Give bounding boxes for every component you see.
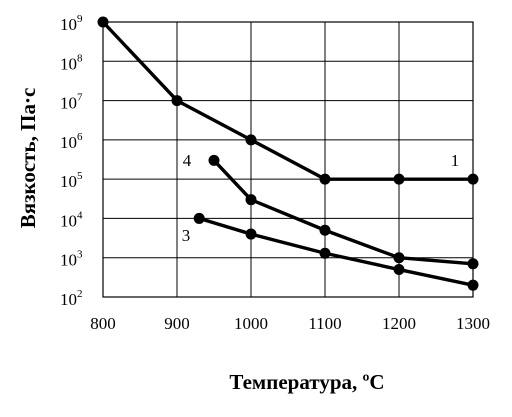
y-tick-exponent: 8 (77, 52, 83, 64)
data-point-series-3 (245, 228, 257, 240)
series-label-4: 4 (183, 151, 192, 170)
series-line-1 (101, 20, 473, 181)
x-tick-label: 1100 (308, 314, 341, 333)
data-point-series-1 (467, 173, 479, 185)
y-tick-label: 104 (60, 209, 83, 230)
y-axis-title: Вязкость, Па·с (16, 88, 40, 229)
data-point-series-4 (393, 252, 405, 264)
y-tick-base: 10 (60, 251, 77, 270)
x-axis-title: Температура, ºС (229, 370, 384, 394)
y-tick-exponent: 9 (77, 13, 83, 25)
series-line-4 (212, 159, 474, 266)
y-tick-exponent: 5 (77, 170, 83, 182)
y-tick-exponent: 6 (77, 131, 83, 143)
y-tick-exponent: 2 (77, 288, 83, 300)
x-tick-label: 900 (164, 314, 190, 333)
y-tick-label: 105 (60, 170, 83, 191)
plot-border (102, 21, 474, 298)
y-tick-label: 103 (60, 249, 83, 270)
data-point-series-4 (245, 194, 257, 206)
y-tick-label: 109 (60, 13, 83, 34)
y-tick-label: 106 (60, 131, 83, 152)
data-point-series-3 (467, 279, 479, 291)
series-label-3: 3 (182, 226, 191, 245)
x-tick-label: 1000 (234, 314, 268, 333)
data-point-series-4 (319, 224, 331, 236)
data-point-series-3 (393, 264, 405, 276)
y-tick-base: 10 (60, 133, 77, 152)
data-point-series-1 (319, 173, 331, 185)
y-tick-base: 10 (60, 54, 77, 73)
plot-frame (102, 21, 474, 298)
y-tick-label: 102 (60, 288, 83, 309)
data-point-series-4 (467, 258, 479, 270)
y-tick-exponent: 3 (77, 249, 83, 261)
y-tick-base: 10 (60, 172, 77, 191)
series-group (97, 16, 479, 291)
data-point-series-3 (193, 212, 205, 224)
y-tick-label: 108 (60, 52, 83, 73)
y-tick-base: 10 (60, 94, 77, 113)
series-line-3 (198, 216, 474, 287)
x-tick-label: 800 (90, 314, 116, 333)
y-tick-exponent: 7 (77, 92, 83, 104)
data-point-series-1 (393, 173, 405, 185)
y-tick-base: 10 (60, 290, 77, 309)
series-label-1: 1 (451, 151, 460, 170)
y-tick-label: 107 (60, 92, 83, 113)
series-labels: 1 4 3 (182, 151, 460, 245)
x-tick-labels: 800 900 1000 1100 1200 1300 (90, 314, 490, 333)
data-point-series-1 (171, 95, 183, 107)
y-tick-base: 10 (60, 15, 77, 34)
y-tick-base: 10 (60, 211, 77, 230)
data-point-series-3 (319, 247, 331, 259)
y-tick-exponent: 4 (77, 209, 83, 221)
x-tick-label: 1200 (382, 314, 416, 333)
x-tick-label: 1300 (456, 314, 490, 333)
data-point-series-1 (245, 134, 257, 146)
data-point-series-1 (97, 16, 109, 28)
data-point-series-4 (208, 154, 220, 166)
